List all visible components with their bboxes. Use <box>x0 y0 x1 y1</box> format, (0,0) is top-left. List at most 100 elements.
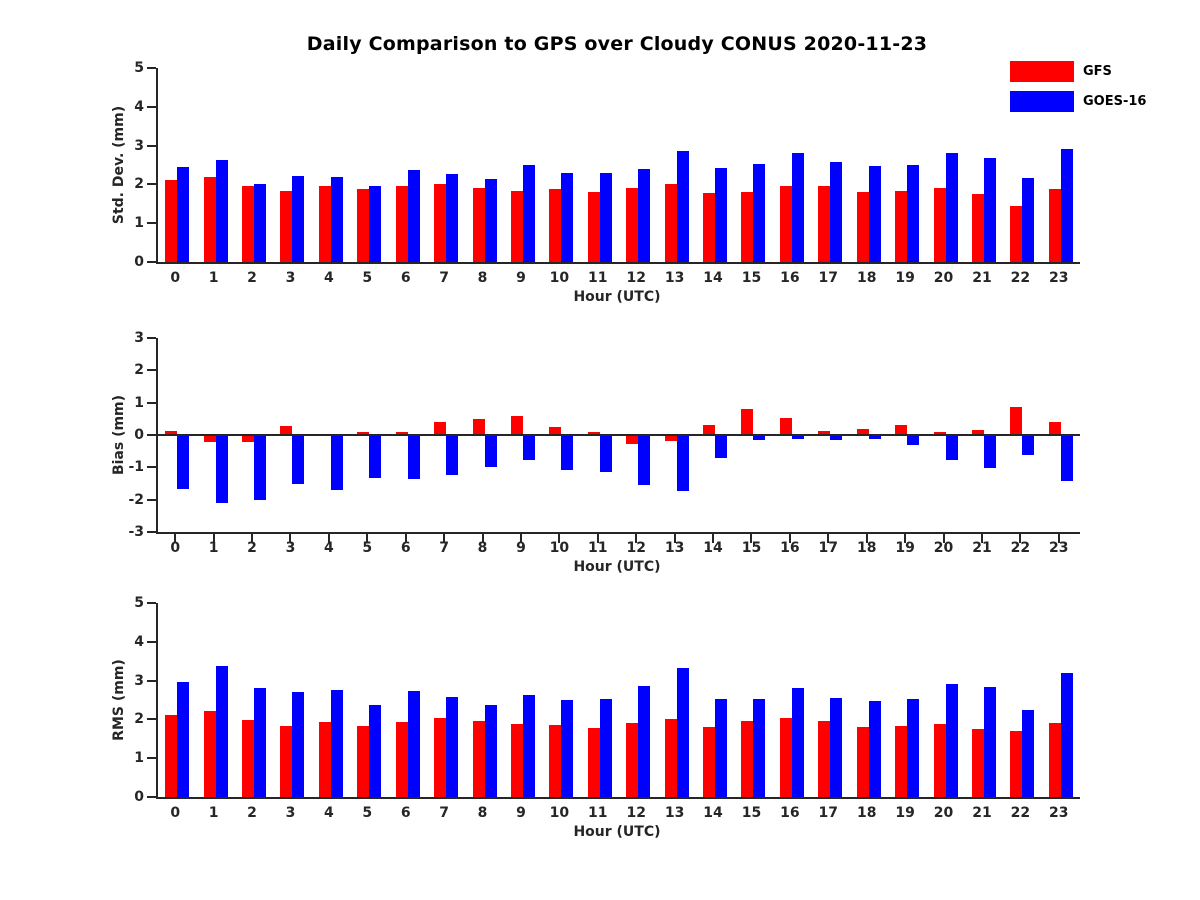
x-tick-mark <box>788 534 791 543</box>
bar-goes16-h10 <box>561 435 574 470</box>
bar-gfs-h18 <box>856 192 869 262</box>
x-tick-mark <box>289 534 292 543</box>
chart-title: Daily Comparison to GPS over Cloudy CONU… <box>306 33 928 55</box>
x-tick-label: 1 <box>208 540 219 556</box>
bar-goes16-h3 <box>292 435 305 485</box>
bar-gfs-h21 <box>971 430 984 435</box>
x-tick-mark <box>327 534 330 543</box>
bar-gfs-h0 <box>165 714 178 797</box>
y-tick-mark <box>147 67 156 69</box>
bar-goes16-h20 <box>945 152 958 262</box>
bar-gfs-h10 <box>549 724 562 797</box>
x-tick-label: 15 <box>741 540 762 556</box>
y-tick-mark <box>147 183 156 186</box>
bar-gfs-h19 <box>895 425 908 435</box>
bar-goes16-h5 <box>369 185 382 262</box>
x-tick-label: 0 <box>170 805 181 821</box>
legend-label-gfs: GFS <box>1083 64 1112 79</box>
bar-gfs-h16 <box>779 185 792 262</box>
x-tick-label: 16 <box>780 270 800 286</box>
x-tick-label: 3 <box>285 270 296 286</box>
bar-goes16-h2 <box>254 184 267 262</box>
bar-goes16-h19 <box>907 165 920 262</box>
y-tick-mark <box>147 261 156 263</box>
bar-goes16-h11 <box>599 172 612 262</box>
bar-goes16-h5 <box>369 705 382 797</box>
x-tick-label: 0 <box>170 270 181 286</box>
y-tick-mark <box>147 401 156 404</box>
x-tick-label: 9 <box>516 805 526 821</box>
bar-gfs-h14 <box>703 425 716 435</box>
x-tick-label: 19 <box>895 805 915 821</box>
x-tick-label: 21 <box>972 805 992 821</box>
bar-goes16-h7 <box>446 697 459 797</box>
bar-goes16-h21 <box>983 435 996 468</box>
bar-gfs-h0 <box>165 179 178 262</box>
x-tick-label: 22 <box>1010 540 1031 556</box>
bar-gfs-h21 <box>971 729 984 797</box>
x-tick-label: 6 <box>400 540 411 556</box>
bar-goes16-h16 <box>791 152 804 262</box>
x-tick-mark <box>942 534 945 543</box>
x-tick-label: 18 <box>856 540 877 556</box>
bar-gfs-h1 <box>203 711 216 797</box>
x-tick-label: 19 <box>895 540 915 556</box>
y-tick-label: 3 <box>134 330 144 346</box>
y-tick-label: -3 <box>128 524 144 540</box>
x-axis-label: Hour (UTC) <box>573 824 661 840</box>
y-tick-label: 1 <box>134 750 144 767</box>
x-tick-label: 7 <box>439 805 449 821</box>
y-tick-mark <box>147 718 156 721</box>
bar-gfs-h11 <box>587 432 600 435</box>
x-tick-label: 20 <box>933 270 954 286</box>
bar-goes16-h19 <box>907 699 920 797</box>
x-tick-mark <box>558 534 561 543</box>
y-tick-label: 2 <box>134 176 144 193</box>
x-tick-label: 14 <box>703 540 723 556</box>
legend-item-goes16: GOES-16 <box>1010 91 1146 112</box>
x-tick-mark <box>251 534 254 543</box>
x-tick-label: 12 <box>626 540 646 556</box>
bar-goes16-h13 <box>676 435 689 491</box>
x-tick-label: 11 <box>588 270 608 286</box>
bar-goes16-h19 <box>907 435 920 446</box>
y-tick-label: -2 <box>128 491 144 508</box>
x-tick-label: 10 <box>549 540 570 556</box>
bar-goes16-h10 <box>561 699 574 797</box>
bar-goes16-h10 <box>561 172 574 262</box>
bar-gfs-h7 <box>434 422 447 435</box>
x-tick-label: 22 <box>1010 805 1031 821</box>
bar-gfs-h10 <box>549 426 562 435</box>
bar-goes16-h21 <box>983 158 996 262</box>
y-tick-label: 2 <box>134 362 144 379</box>
y-tick-mark <box>147 679 156 682</box>
plot-area <box>156 68 1080 264</box>
bar-gfs-h13 <box>664 183 677 262</box>
bar-gfs-h2 <box>242 720 255 797</box>
x-tick-label: 18 <box>856 805 877 821</box>
bar-gfs-h23 <box>1048 189 1061 262</box>
x-tick-mark <box>212 534 215 543</box>
bar-goes16-h12 <box>638 168 651 262</box>
bar-gfs-h15 <box>741 192 754 262</box>
bar-gfs-h8 <box>472 418 485 435</box>
bar-goes16-h4 <box>330 689 343 797</box>
x-tick-label: 11 <box>588 805 608 821</box>
x-tick-label: 8 <box>477 540 488 556</box>
bar-goes16-h8 <box>484 178 497 262</box>
bar-gfs-h3 <box>280 725 293 797</box>
bar-gfs-h11 <box>587 192 600 262</box>
y-axis-label: Std. Dev. (mm) <box>111 105 127 225</box>
bar-goes16-h4 <box>330 435 343 490</box>
bar-goes16-h0 <box>177 681 190 797</box>
x-tick-label: 18 <box>856 270 877 286</box>
legend-item-gfs: GFS <box>1010 61 1146 82</box>
y-tick-mark <box>147 369 156 372</box>
bar-goes16-h14 <box>715 698 728 797</box>
x-tick-mark <box>481 534 484 543</box>
bar-goes16-h2 <box>254 435 267 500</box>
bar-goes16-h17 <box>830 162 843 262</box>
bar-gfs-h16 <box>779 417 792 435</box>
bar-gfs-h3 <box>280 191 293 262</box>
